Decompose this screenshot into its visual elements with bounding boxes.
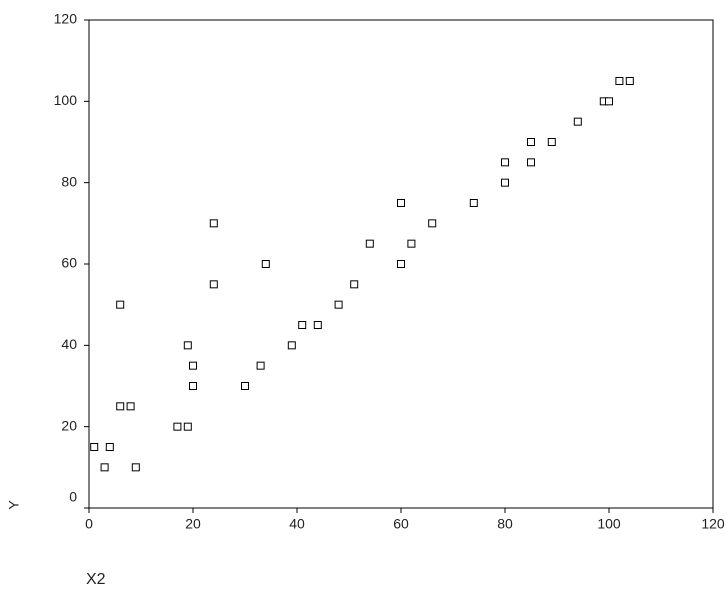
y-tick-label: 20 [61, 417, 77, 433]
scatter-point [366, 240, 373, 247]
x-tick-label: 40 [289, 516, 305, 532]
scatter-point [262, 261, 269, 268]
scatter-point [606, 98, 613, 105]
scatter-point [91, 444, 98, 451]
scatter-point [174, 423, 181, 430]
scatter-point [106, 444, 113, 451]
scatter-point [288, 342, 295, 349]
scatter-point [398, 200, 405, 207]
y-tick-label: 100 [54, 92, 78, 108]
scatter-point [257, 362, 264, 369]
chart: Y X2 0 20 40 60 80 100 120 0 20 40 60 80 100 120 [0, 0, 727, 593]
y-tick-label: 0 [69, 489, 77, 505]
scatter-point [117, 301, 124, 308]
x-tick-label: 100 [597, 516, 621, 532]
x-tick-label: 0 [85, 516, 93, 532]
scatter-point [127, 403, 134, 410]
scatter-point [184, 342, 191, 349]
scatter-point [210, 220, 217, 227]
scatter-point [190, 362, 197, 369]
scatter-point [429, 220, 436, 227]
scatter-point [616, 78, 623, 85]
scatter-point [335, 301, 342, 308]
x-tick-label: 80 [497, 516, 513, 532]
scatter-point [299, 322, 306, 329]
scatter-point [528, 159, 535, 166]
scatter-point [132, 464, 139, 471]
scatter-point [314, 322, 321, 329]
scatter-point [548, 139, 555, 146]
scatter-point [574, 118, 581, 125]
scatter-point [242, 383, 249, 390]
scatter-point [210, 281, 217, 288]
x-tick-label: 20 [185, 516, 201, 532]
scatter-point [190, 383, 197, 390]
scatter-point [117, 403, 124, 410]
scatter-point [408, 240, 415, 247]
scatter-point [101, 464, 108, 471]
x-axis-label: X2 [86, 571, 106, 588]
y-axis-label: Y [6, 500, 22, 510]
scatter-point [502, 179, 509, 186]
scatter-point [351, 281, 358, 288]
scatter-point [626, 78, 633, 85]
scatter-point [184, 423, 191, 430]
x-tick-label: 60 [393, 516, 409, 532]
scatter-point [398, 261, 405, 268]
y-tick-label: 80 [61, 173, 77, 189]
y-tick-label: 40 [61, 336, 77, 352]
y-tick-label: 60 [61, 255, 77, 271]
scatter-point [470, 200, 477, 207]
scatter-point [502, 159, 509, 166]
y-tick-label: 120 [54, 11, 78, 27]
scatter-point [528, 139, 535, 146]
x-tick-label: 120 [701, 516, 725, 532]
